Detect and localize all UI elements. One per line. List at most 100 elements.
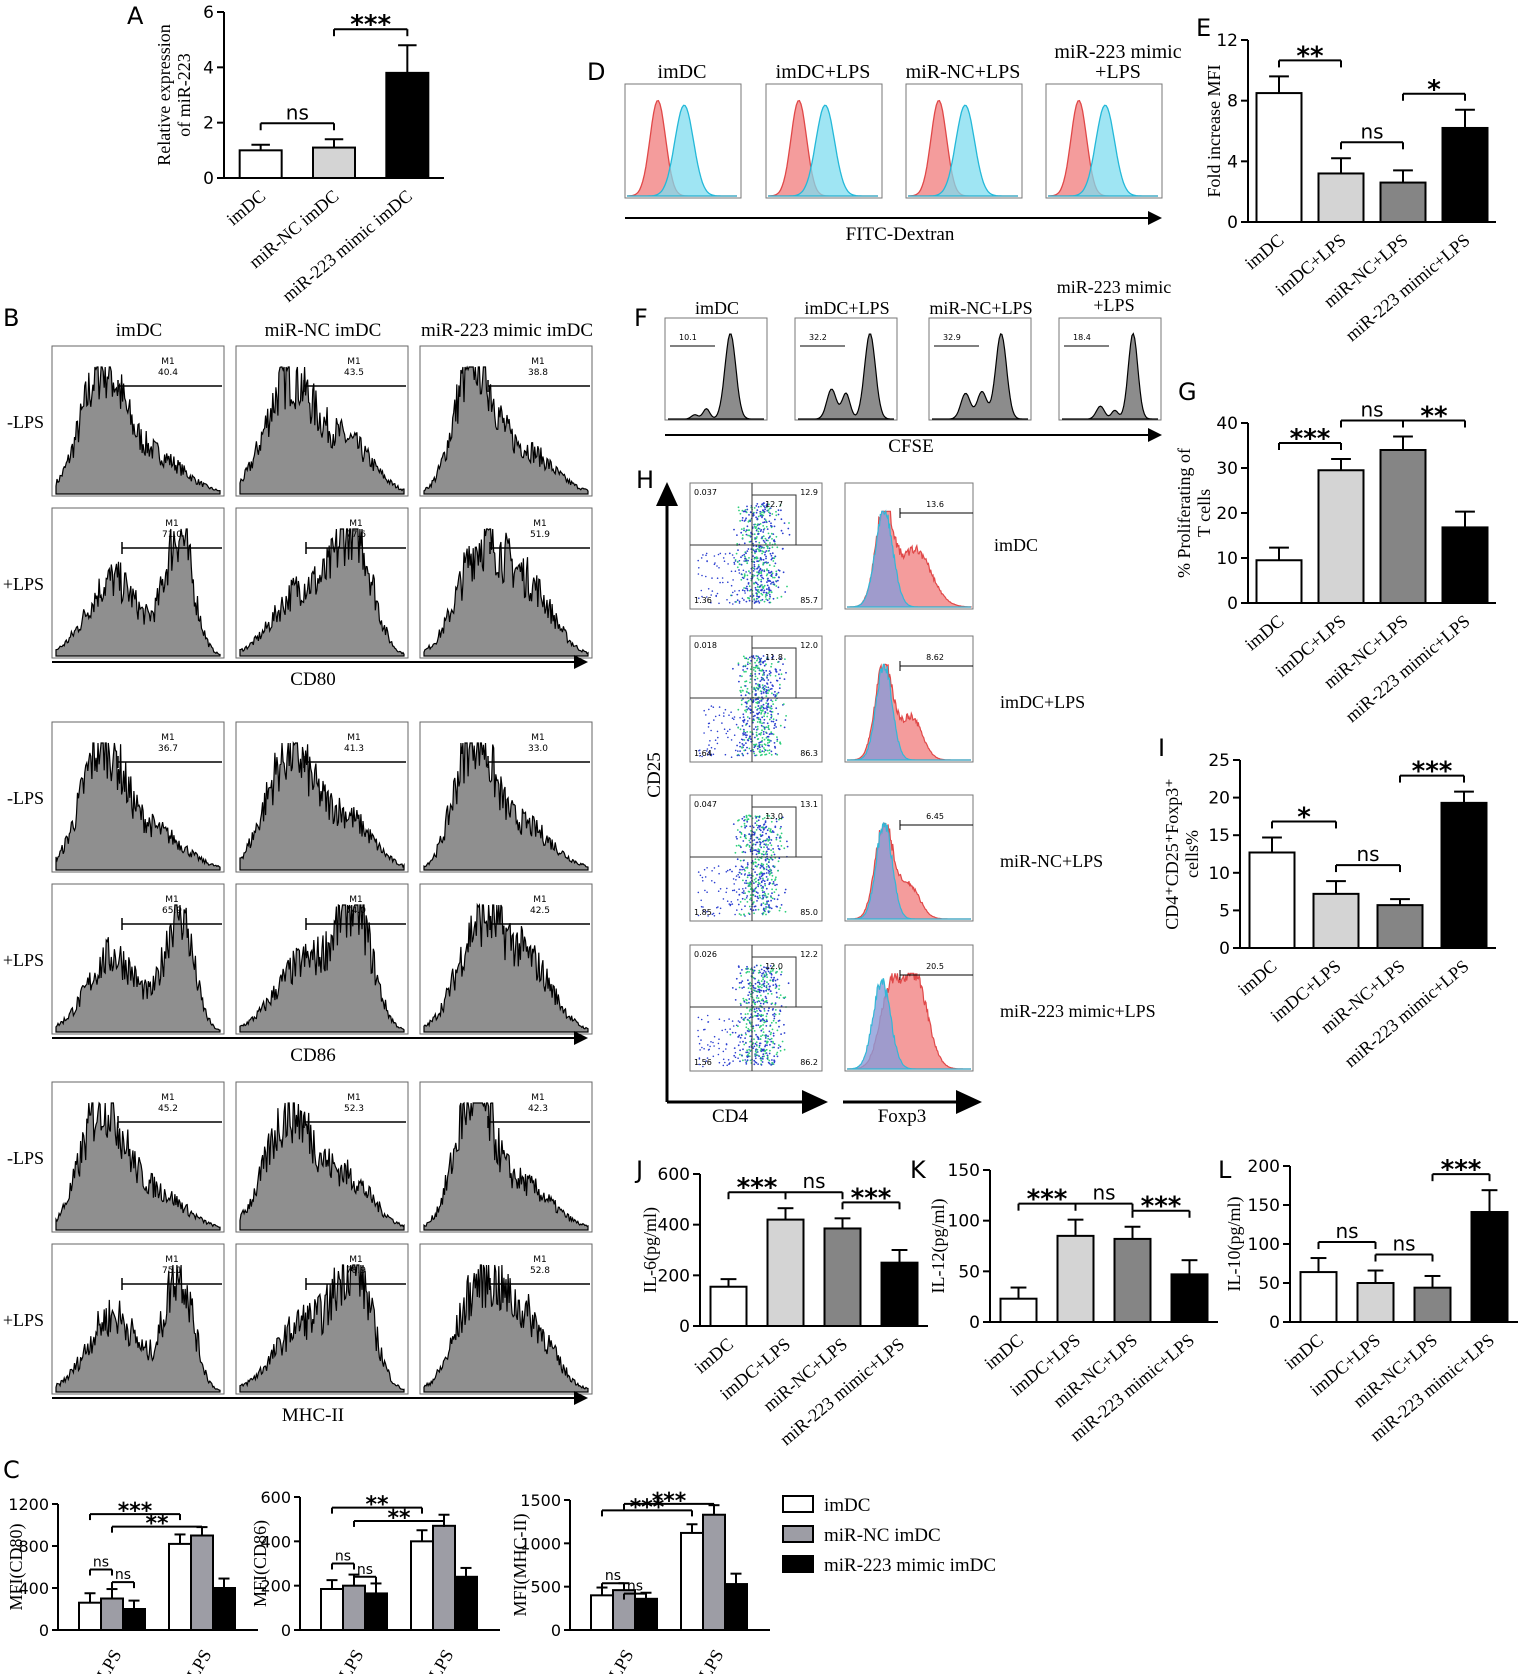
dot bbox=[741, 868, 743, 871]
dot bbox=[749, 814, 751, 817]
dot bbox=[711, 870, 713, 872]
dot bbox=[743, 825, 746, 827]
bar-K-1 bbox=[1056, 1234, 1095, 1324]
dot bbox=[756, 667, 759, 669]
dot bbox=[749, 1023, 752, 1025]
dot bbox=[773, 865, 776, 868]
dot bbox=[759, 741, 762, 743]
dot bbox=[746, 862, 749, 864]
dot bbox=[767, 967, 770, 969]
dot bbox=[742, 732, 744, 735]
dot bbox=[761, 889, 764, 892]
dot bbox=[779, 994, 782, 996]
quadrant-value: 1.56 bbox=[694, 1058, 712, 1067]
dot bbox=[767, 532, 770, 535]
dot bbox=[713, 881, 716, 884]
dot bbox=[745, 1063, 748, 1065]
y-tick-label: 10 bbox=[1216, 549, 1238, 569]
dot bbox=[762, 703, 765, 706]
dot bbox=[776, 996, 778, 998]
dot bbox=[757, 506, 760, 508]
bar-A-1 bbox=[312, 146, 356, 179]
dot bbox=[766, 976, 768, 979]
dot bbox=[770, 899, 772, 902]
dot bbox=[758, 686, 761, 689]
dot bbox=[750, 987, 752, 990]
dot bbox=[762, 686, 765, 689]
dot bbox=[741, 519, 744, 522]
dot bbox=[762, 983, 765, 986]
dot bbox=[764, 519, 767, 522]
dot bbox=[772, 1040, 774, 1043]
dot bbox=[764, 892, 766, 895]
dot bbox=[766, 599, 769, 602]
dot bbox=[754, 895, 757, 898]
y-tick-label: 200 bbox=[1248, 1157, 1280, 1177]
dot bbox=[722, 557, 725, 559]
gate-value: 11.8 bbox=[765, 653, 783, 662]
y-axis-label: MFI(CD80) bbox=[6, 1523, 27, 1610]
dot bbox=[742, 744, 745, 747]
dot bbox=[767, 992, 769, 995]
dot bbox=[773, 724, 776, 727]
dot bbox=[719, 907, 722, 910]
dot bbox=[778, 968, 781, 971]
dot bbox=[749, 993, 752, 996]
dot bbox=[742, 721, 745, 723]
dot bbox=[761, 722, 763, 725]
gate-label: M1 bbox=[165, 519, 179, 529]
dot bbox=[747, 520, 750, 523]
gate-value: 33.0 bbox=[528, 744, 548, 754]
dot bbox=[728, 1063, 730, 1065]
dot bbox=[772, 581, 775, 584]
bar-C3-1-0 bbox=[680, 1531, 704, 1632]
x-tick-label: imDC bbox=[1241, 230, 1288, 274]
cd25-arrow-head bbox=[656, 482, 678, 506]
dot bbox=[730, 739, 733, 741]
dot bbox=[774, 1009, 777, 1011]
dot bbox=[773, 891, 776, 893]
gate-box bbox=[751, 494, 797, 546]
dot bbox=[734, 560, 737, 562]
dot bbox=[746, 722, 748, 725]
quadrant-value: 0.047 bbox=[694, 800, 717, 809]
dot bbox=[757, 979, 760, 982]
bar-L-3 bbox=[1470, 1211, 1509, 1324]
x-tick-label: -LPS bbox=[90, 1646, 126, 1674]
dot bbox=[755, 545, 758, 548]
dot bbox=[759, 989, 761, 992]
dot bbox=[749, 1008, 752, 1011]
dot bbox=[771, 513, 774, 515]
dot bbox=[757, 819, 760, 822]
histogram-frame bbox=[928, 317, 1032, 421]
dot bbox=[729, 728, 731, 731]
dot bbox=[714, 562, 716, 564]
dot bbox=[707, 915, 709, 917]
dot bbox=[748, 541, 751, 543]
dot bbox=[745, 736, 747, 739]
dot bbox=[768, 1052, 771, 1055]
dot bbox=[739, 1041, 741, 1043]
dot bbox=[705, 554, 707, 557]
gate-value: 32.2 bbox=[809, 333, 827, 342]
dot bbox=[746, 731, 749, 733]
dot bbox=[723, 560, 726, 562]
dot bbox=[765, 1015, 768, 1018]
dot bbox=[765, 984, 768, 987]
dot bbox=[748, 557, 750, 559]
dot bbox=[731, 987, 734, 989]
dot bbox=[748, 1001, 750, 1004]
dot bbox=[752, 1025, 755, 1028]
dot bbox=[777, 661, 779, 663]
dot bbox=[738, 876, 741, 879]
dot bbox=[729, 1033, 732, 1036]
dot bbox=[749, 705, 752, 707]
bar-I-3 bbox=[1440, 801, 1488, 950]
dot bbox=[754, 1061, 757, 1063]
dot bbox=[748, 1020, 751, 1022]
dot bbox=[763, 975, 766, 978]
dot bbox=[750, 897, 752, 900]
dot bbox=[764, 551, 767, 554]
dot bbox=[777, 1047, 780, 1049]
dot bbox=[764, 859, 767, 862]
